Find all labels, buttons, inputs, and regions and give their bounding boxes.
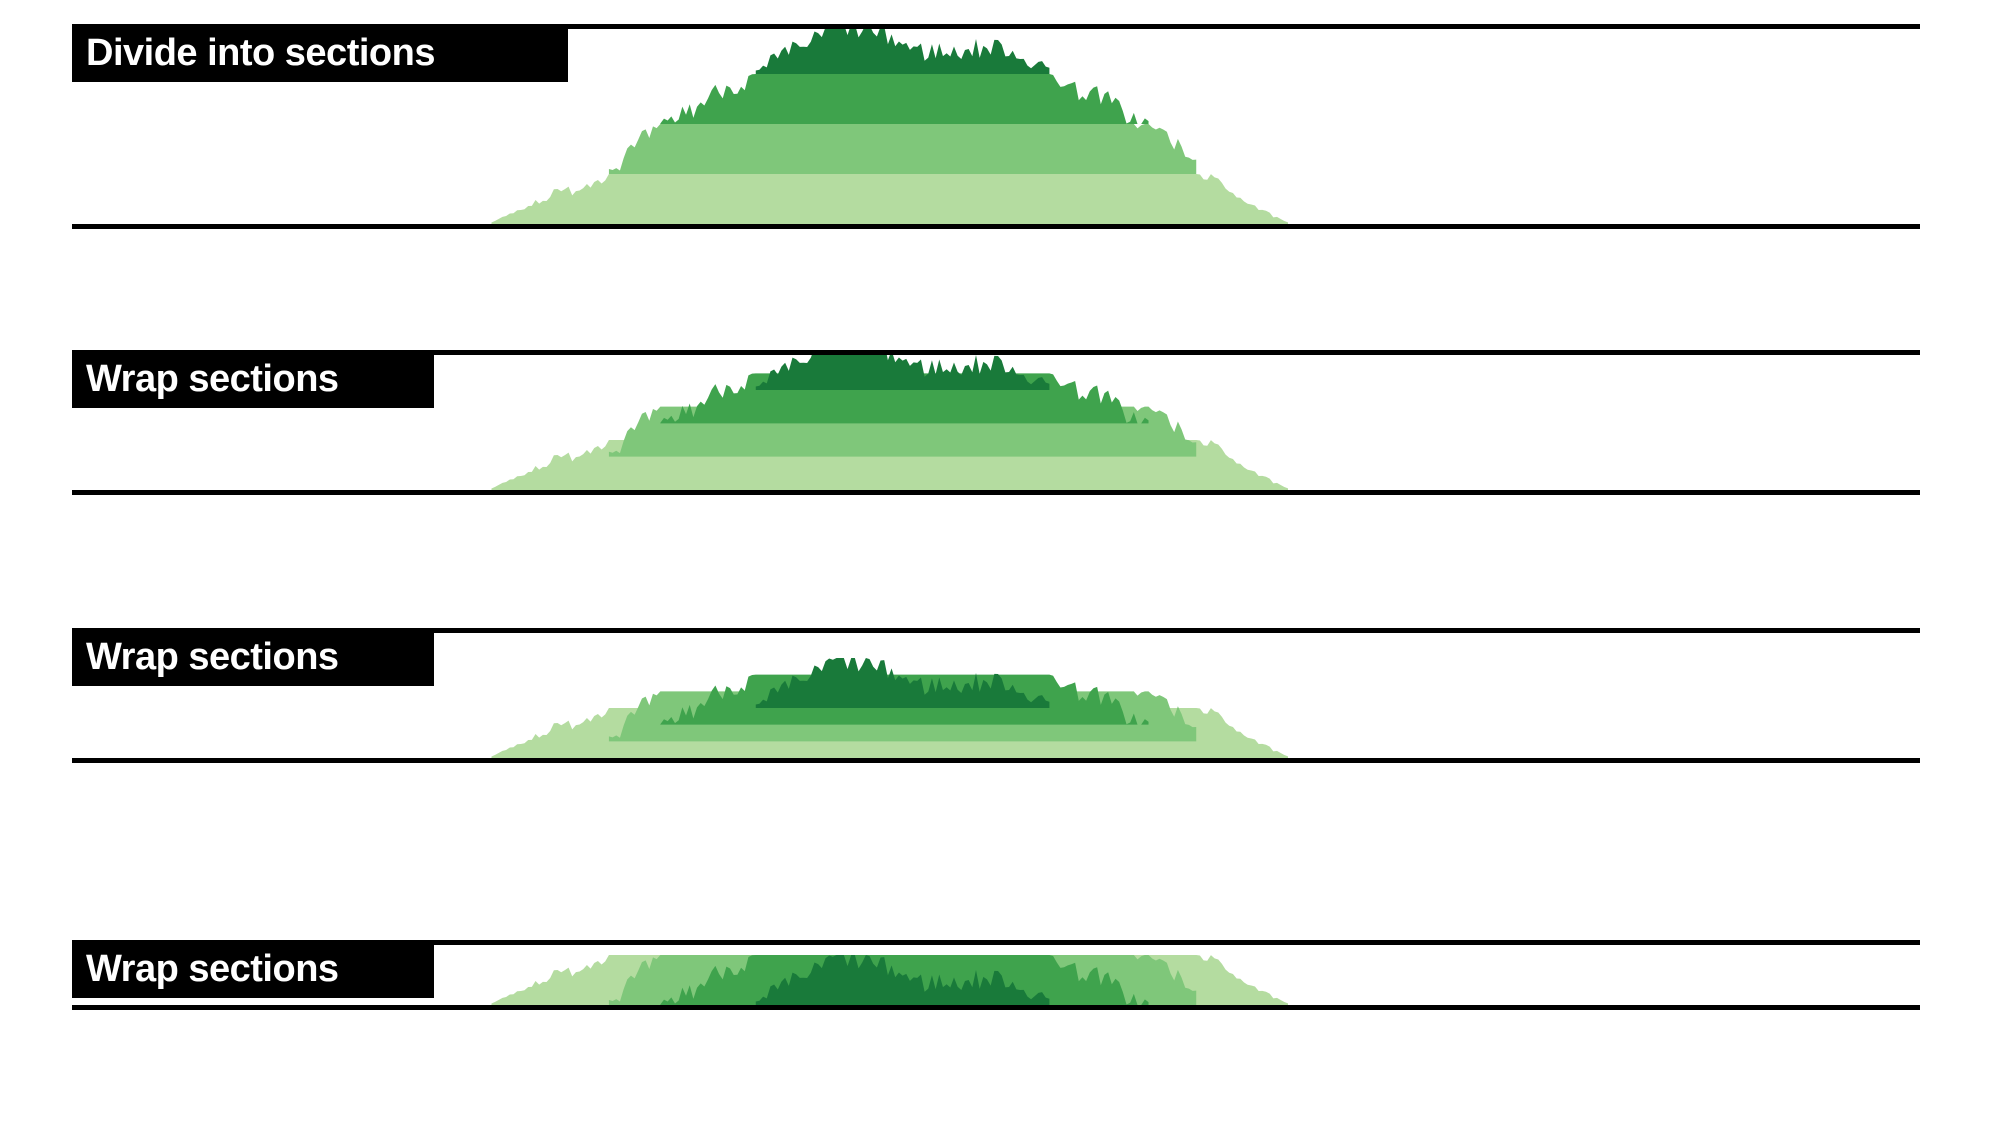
panel-p3: Wrap sections — [0, 628, 1996, 763]
panel-rule-bottom — [72, 758, 1920, 763]
panel-horizon — [72, 628, 1920, 758]
horizon-band-3 — [756, 350, 1050, 390]
panel-horizon — [72, 940, 1920, 1005]
panel-p4: Wrap sections — [0, 940, 1996, 1010]
panel-p2: Wrap sections — [0, 350, 1996, 495]
horizon-band-3 — [756, 24, 1050, 74]
panel-rule-bottom — [72, 224, 1920, 229]
panel-horizon — [72, 24, 1920, 224]
panel-rule-bottom — [72, 490, 1920, 495]
panel-p1: Divide into sections — [0, 24, 1996, 229]
horizon-band-2 — [660, 74, 1148, 124]
panel-rule-bottom — [72, 1005, 1920, 1010]
horizon-band-1 — [609, 124, 1196, 174]
panel-horizon — [72, 350, 1920, 490]
horizon-band-0 — [491, 174, 1288, 224]
diagram-canvas: Divide into sections Wrap sections Wrap se… — [0, 0, 1996, 1123]
